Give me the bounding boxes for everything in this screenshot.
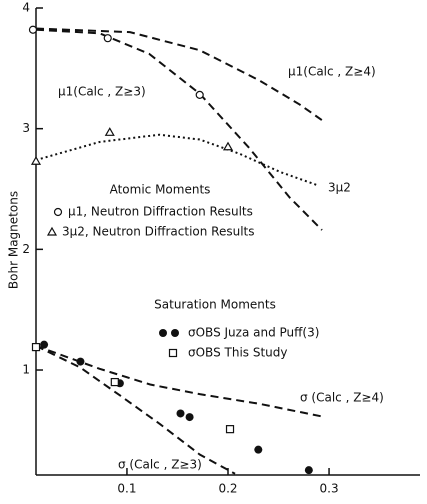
legend-marker <box>46 226 58 236</box>
series-label: σOBS Juza and Puff(3) <box>188 326 319 340</box>
annotation: Saturation Moments <box>154 298 276 312</box>
series-label: 3μ2 <box>328 181 351 195</box>
data-point <box>222 141 234 151</box>
data-point <box>110 377 119 387</box>
legend-marker <box>53 207 63 217</box>
series-label: σOBS This Study <box>188 346 288 360</box>
series-label: μ1(Calc , Z≥4) <box>288 65 376 79</box>
y-tick-label: 3 <box>22 121 30 135</box>
curve <box>35 133 319 187</box>
data-point <box>28 25 38 34</box>
annotation: Atomic Moments <box>110 183 211 197</box>
data-point <box>185 413 194 422</box>
x-tick-label: 0.3 <box>320 482 339 496</box>
data-point <box>195 90 204 99</box>
data-point <box>30 156 42 165</box>
x-tick-label: 0.2 <box>218 482 237 496</box>
y-tick-label: 1 <box>22 363 30 377</box>
curve <box>35 27 323 122</box>
data-point <box>40 340 49 349</box>
y-axis-label: Bohr Magnetons <box>7 191 21 289</box>
series-label: μ1(Calc , Z≥3) <box>58 85 146 99</box>
data-point <box>304 466 313 475</box>
legend-marker <box>159 329 167 337</box>
y-tick-label: 2 <box>22 242 30 256</box>
series-label: 3μ2, Neutron Diffraction Results <box>62 225 255 239</box>
data-point <box>225 425 235 434</box>
y-tick-label: 4 <box>22 1 30 15</box>
data-point <box>104 127 115 136</box>
data-point <box>176 409 185 418</box>
data-point <box>254 445 263 454</box>
series-label: σ (Calc , Z≥4) <box>300 391 384 405</box>
data-point <box>76 357 85 366</box>
x-tick-label: 0.1 <box>117 482 136 496</box>
data-point <box>31 342 41 352</box>
legend-marker <box>168 348 178 358</box>
curve <box>35 28 323 231</box>
data-point <box>103 34 112 43</box>
legend-marker <box>171 329 179 337</box>
series-label: σ (Calc , Z≥3) <box>118 458 202 472</box>
curve <box>35 344 326 419</box>
curve <box>35 344 236 475</box>
series-label: μ1, Neutron Diffraction Results <box>68 205 253 219</box>
